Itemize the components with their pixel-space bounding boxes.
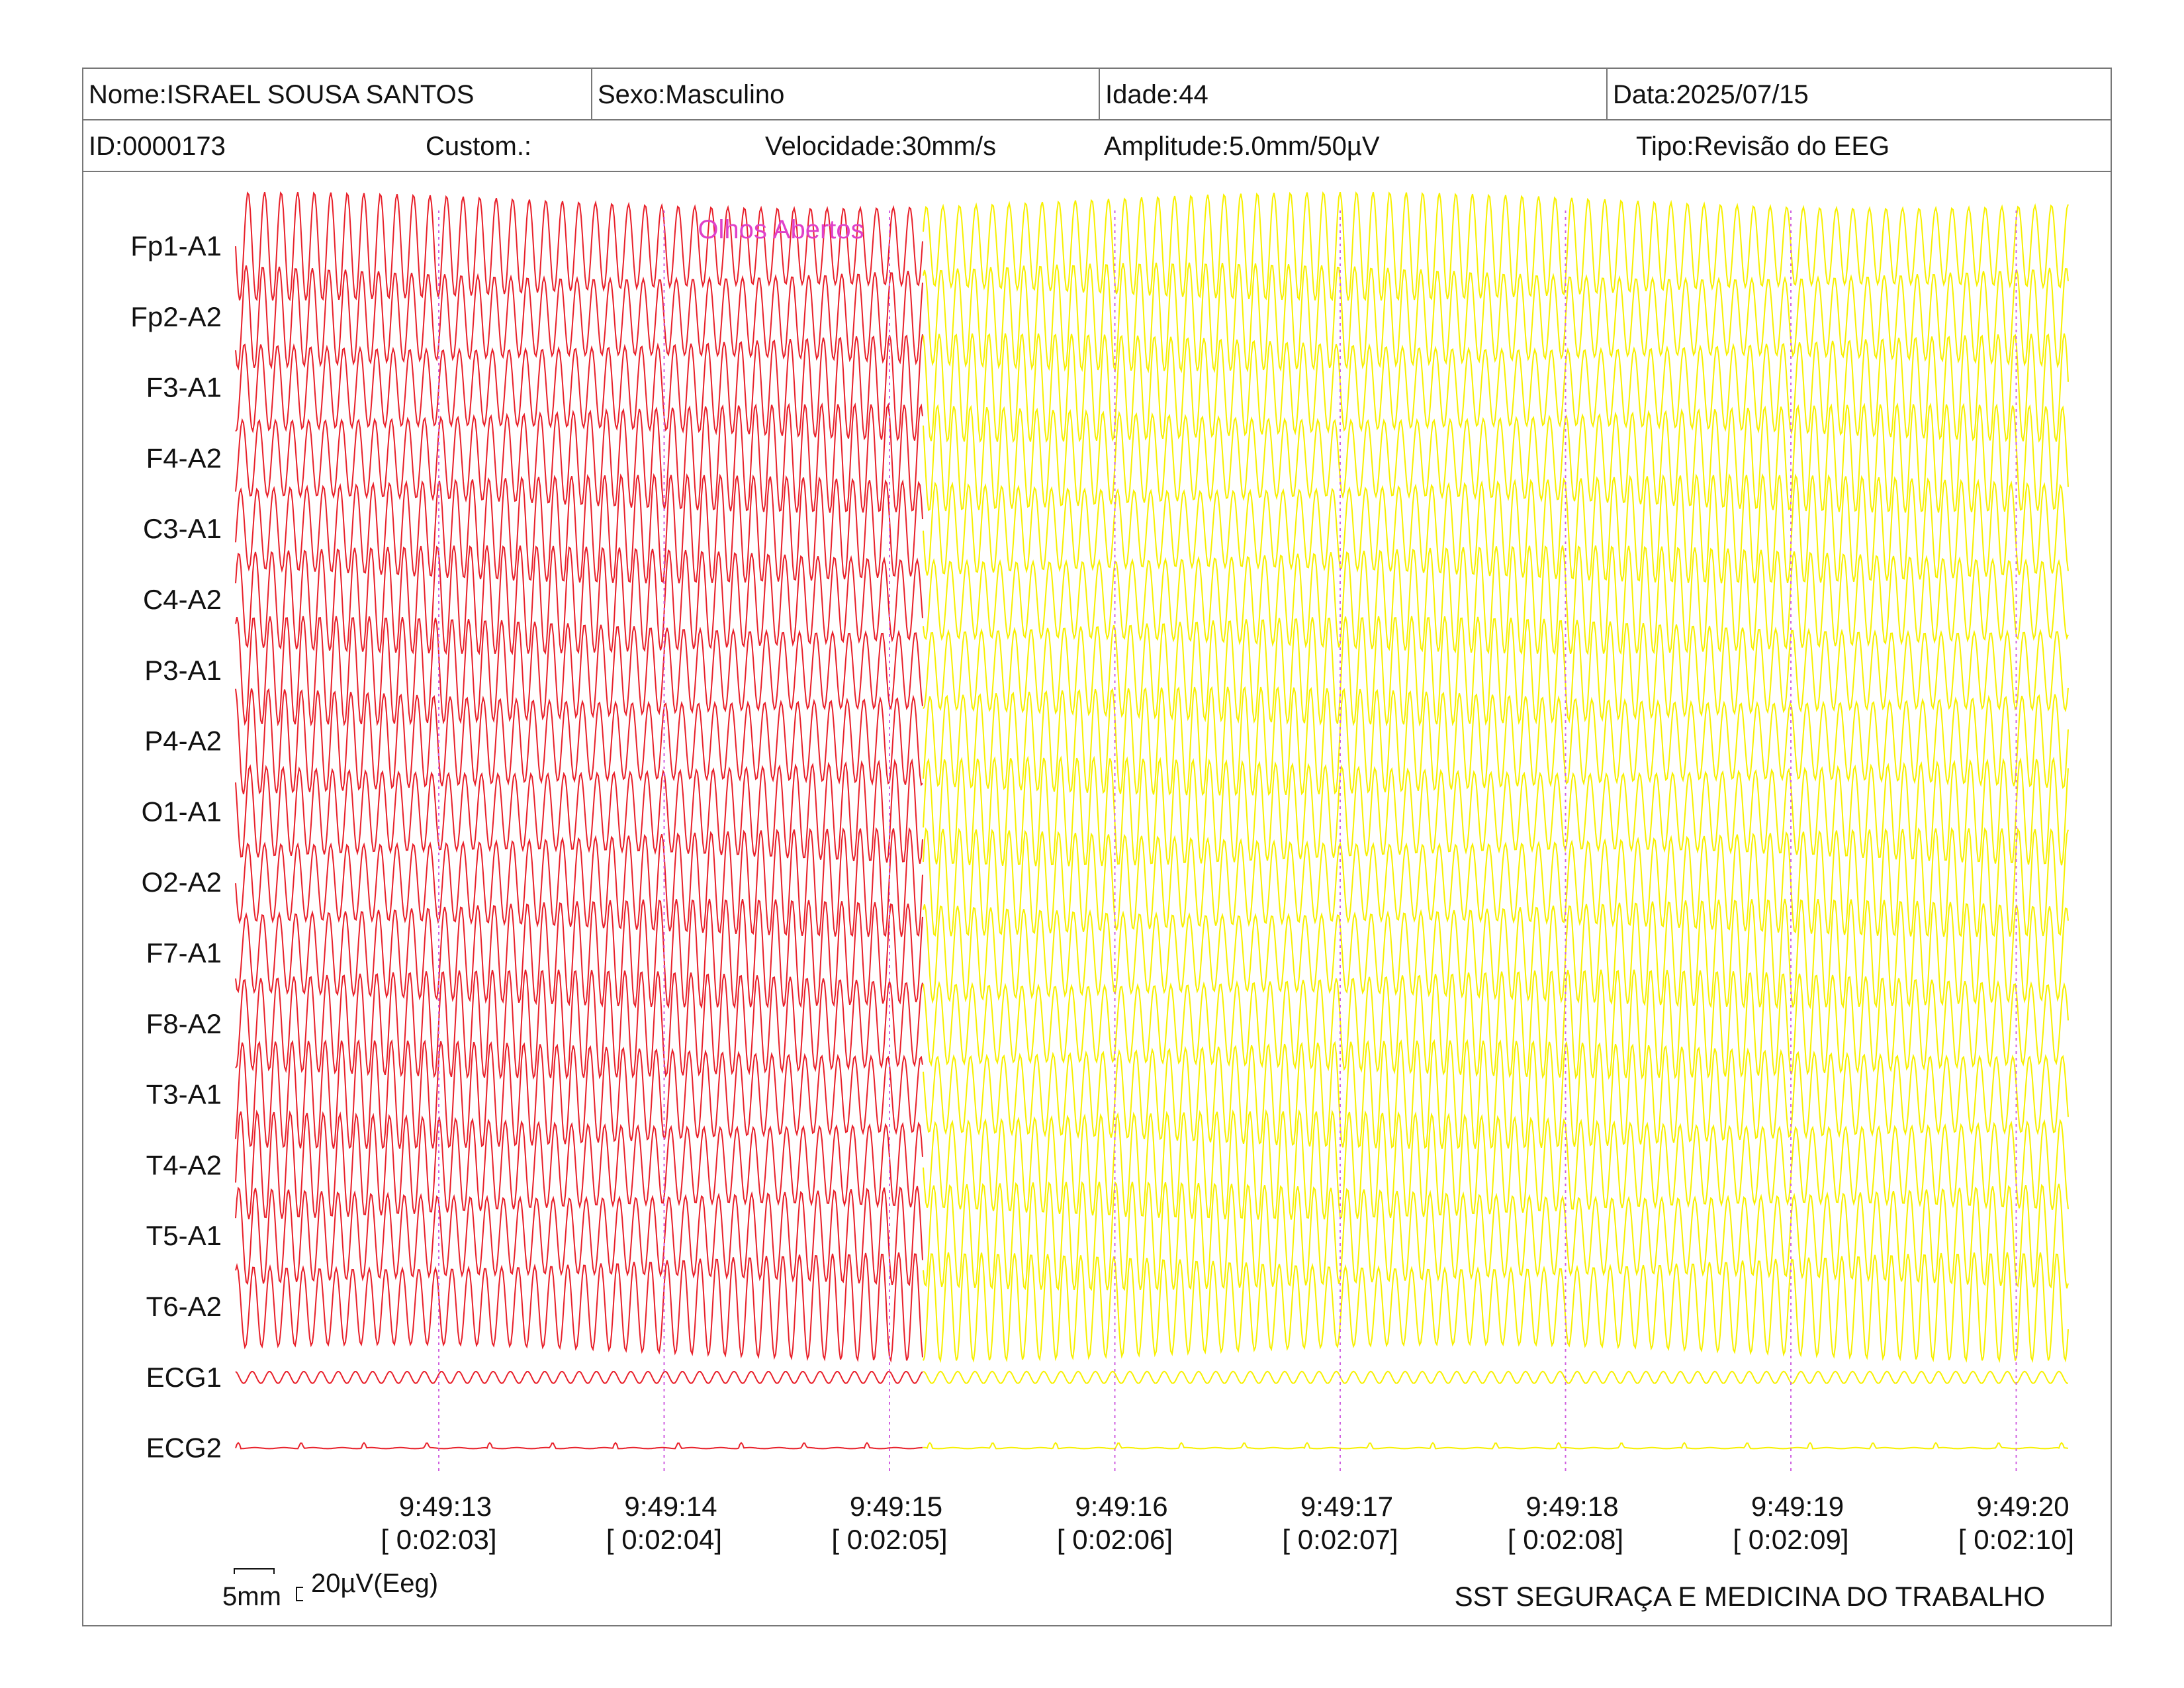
channel-label-o2-a2: O2-A2 xyxy=(142,867,222,898)
scale-time: 5mm xyxy=(222,1582,281,1611)
patient-sex: Sexo:Masculino xyxy=(591,69,1099,119)
channel-label-fp1-a1: Fp1-A1 xyxy=(130,230,222,261)
trace-o1-a1-after xyxy=(923,755,2069,867)
time-label: 9:49:16 xyxy=(1075,1491,1167,1522)
channel-label-p4-a2: P4-A2 xyxy=(144,726,222,757)
time-markers xyxy=(438,211,2017,1475)
scale-bar-icon xyxy=(234,1568,303,1601)
trace-t4-a2-after xyxy=(923,1109,2069,1220)
trace-p3-a1-after xyxy=(923,616,2069,727)
channel-label-f7-a1: F7-A1 xyxy=(146,937,222,968)
annotation-label: Olhos Abertos xyxy=(698,215,864,244)
channel-label-c4-a2: C4-A2 xyxy=(143,584,222,615)
time-axis: 9:49:13[ 0:02:03] 9:49:14[ 0:02:04] 9:49:1… xyxy=(381,1491,2074,1555)
trace-fp2-a2-before xyxy=(235,265,923,371)
header-row-settings: ID:0000173 Custom.: Velocidade:30mm/s Am… xyxy=(83,120,2111,172)
trace-f3-a1-after xyxy=(923,333,2069,444)
trace-ecg1-after xyxy=(923,1370,2069,1384)
trace-t3-a1-before xyxy=(235,1039,923,1149)
eeg-traces xyxy=(235,191,2069,1450)
time-label: 9:49:20 xyxy=(1976,1491,2069,1522)
channel-label-ecg1: ECG1 xyxy=(146,1362,222,1393)
trace-ecg1-before xyxy=(235,1370,923,1384)
custom-field: Custom.: xyxy=(426,132,532,161)
exam-date: Data:2025/07/15 xyxy=(1606,69,2112,119)
elapsed-label: [ 0:02:09] xyxy=(1733,1524,1848,1555)
time-label: 9:49:18 xyxy=(1525,1491,1618,1522)
channel-label-fp2-a2: Fp2-A2 xyxy=(130,301,222,332)
trace-p4-a2-before xyxy=(235,688,923,795)
trace-f7-a1-after xyxy=(923,898,2069,1009)
trace-t6-a2-after xyxy=(923,1252,2069,1364)
elapsed-label: [ 0:02:05] xyxy=(831,1524,947,1555)
time-label: 9:49:17 xyxy=(1300,1491,1393,1522)
channel-label-f8-a2: F8-A2 xyxy=(146,1008,222,1039)
channel-label-t3-a1: T3-A1 xyxy=(146,1079,222,1110)
trace-o1-a1-before xyxy=(235,758,923,864)
elapsed-label: [ 0:02:08] xyxy=(1508,1524,1623,1555)
elapsed-label: [ 0:02:10] xyxy=(1958,1524,2074,1555)
trace-t5-a1-before xyxy=(235,1186,923,1287)
scale-amplitude: 20µV(Eeg) xyxy=(311,1569,439,1598)
trace-t4-a2-before xyxy=(235,1109,923,1220)
trace-fp1-a1-after xyxy=(923,191,2069,302)
trace-fp2-a2-after xyxy=(923,262,2069,373)
channel-label-t5-a1: T5-A1 xyxy=(146,1220,222,1251)
trace-f4-a2-before xyxy=(235,402,923,513)
trace-fp1-a1-before xyxy=(235,191,923,302)
trace-o2-a2-after xyxy=(923,827,2069,937)
speed-setting: Velocidade:30mm/s xyxy=(765,132,997,161)
company-name: SST SEGURAÇA E MEDICINA DO TRABALHO xyxy=(1454,1581,2045,1612)
patient-age: Idade:44 xyxy=(1099,69,1606,119)
trace-p3-a1-before xyxy=(235,616,923,727)
trace-t5-a1-after xyxy=(923,1181,2069,1291)
trace-t3-a1-after xyxy=(923,1039,2069,1149)
elapsed-label: [ 0:02:04] xyxy=(606,1524,722,1555)
channel-labels: Fp1-A1 Fp2-A2 F3-A1 F4-A2 C3-A1 C4-A2 P3-A1 P4-… xyxy=(130,230,222,1464)
trace-ecg2-after xyxy=(923,1442,2069,1450)
time-label: 9:49:19 xyxy=(1751,1491,1844,1522)
trace-f8-a2-before xyxy=(235,969,923,1080)
amplitude-setting: Amplitude:5.0mm/50µV xyxy=(1104,132,1380,161)
trace-p4-a2-after xyxy=(923,686,2069,796)
channel-label-t6-a2: T6-A2 xyxy=(146,1291,222,1322)
trace-c3-a1-before xyxy=(235,473,923,584)
channel-label-p3-a1: P3-A1 xyxy=(144,655,222,686)
elapsed-label: [ 0:02:07] xyxy=(1282,1524,1398,1555)
review-type: Tipo:Revisão do EEG xyxy=(1636,132,1890,161)
channel-label-t4-a2: T4-A2 xyxy=(146,1149,222,1180)
trace-t6-a2-before xyxy=(235,1252,923,1363)
elapsed-label: [ 0:02:03] xyxy=(381,1524,496,1555)
channel-label-ecg2: ECG2 xyxy=(146,1432,222,1464)
trace-c4-a2-after xyxy=(923,545,2069,655)
trace-c4-a2-before xyxy=(235,545,923,655)
header-row-patient: Nome:ISRAEL SOUSA SANTOS Sexo:Masculino … xyxy=(83,69,2111,120)
elapsed-label: [ 0:02:06] xyxy=(1057,1524,1173,1555)
time-label: 9:49:14 xyxy=(624,1491,717,1522)
trace-c3-a1-after xyxy=(923,473,2069,584)
trace-f7-a1-before xyxy=(235,898,923,1009)
trace-ecg2-before xyxy=(235,1442,923,1450)
trace-f3-a1-before xyxy=(235,334,923,442)
channel-label-c3-a1: C3-A1 xyxy=(143,513,222,544)
trace-o2-a2-before xyxy=(235,827,923,937)
trace-f8-a2-after xyxy=(923,969,2069,1080)
patient-name: Nome:ISRAEL SOUSA SANTOS xyxy=(89,80,475,109)
report-frame: Nome:ISRAEL SOUSA SANTOS Sexo:Masculino … xyxy=(82,68,2112,1626)
time-label: 9:49:15 xyxy=(850,1491,942,1522)
channel-label-o1-a1: O1-A1 xyxy=(142,796,222,827)
patient-id: ID:0000173 xyxy=(89,132,226,161)
trace-f4-a2-after xyxy=(923,402,2069,513)
time-label: 9:49:13 xyxy=(399,1491,492,1522)
channel-label-f3-a1: F3-A1 xyxy=(146,372,222,403)
channel-label-f4-a2: F4-A2 xyxy=(146,442,222,473)
